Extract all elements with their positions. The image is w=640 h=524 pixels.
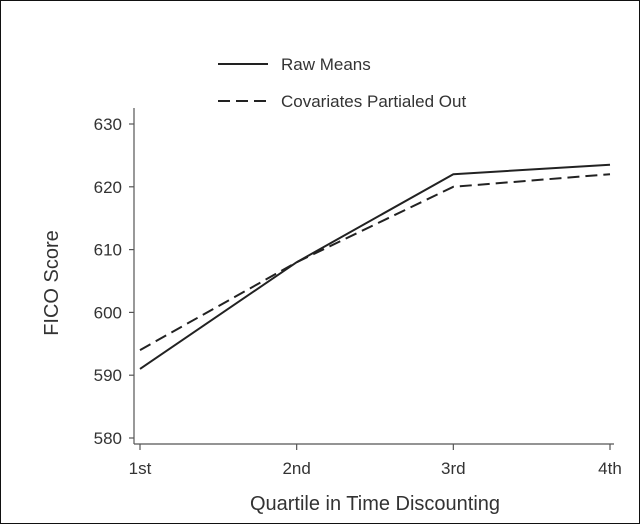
y-tick-label: 630 — [94, 115, 122, 134]
legend-label-1: Raw Means — [281, 55, 371, 74]
x-tick-label: 3rd — [441, 459, 466, 478]
chart-series — [139, 163, 611, 370]
x-axis-ticks: 1st 2nd 3rd 4th — [129, 444, 622, 478]
y-axis-ticks: 580 590 600 610 620 630 — [94, 115, 134, 448]
y-tick-label: 580 — [94, 429, 122, 448]
x-axis-title: Quartile in Time Discounting — [250, 493, 500, 515]
chart-axes — [133, 108, 614, 445]
series-line-2 — [139, 173, 611, 351]
y-axis-title: FICO Score — [41, 230, 63, 336]
y-tick-label: 600 — [94, 303, 122, 322]
series-line-1 — [139, 163, 611, 370]
chart-legend: Raw Means Covariates Partialed Out — [218, 55, 466, 111]
y-tick-label: 590 — [94, 366, 122, 385]
y-tick-label: 620 — [94, 178, 122, 197]
y-tick-label: 610 — [94, 241, 122, 260]
legend-label-2: Covariates Partialed Out — [281, 92, 466, 111]
x-tick-label: 4th — [598, 459, 622, 478]
x-tick-label: 1st — [129, 459, 152, 478]
x-tick-label: 2nd — [282, 459, 310, 478]
